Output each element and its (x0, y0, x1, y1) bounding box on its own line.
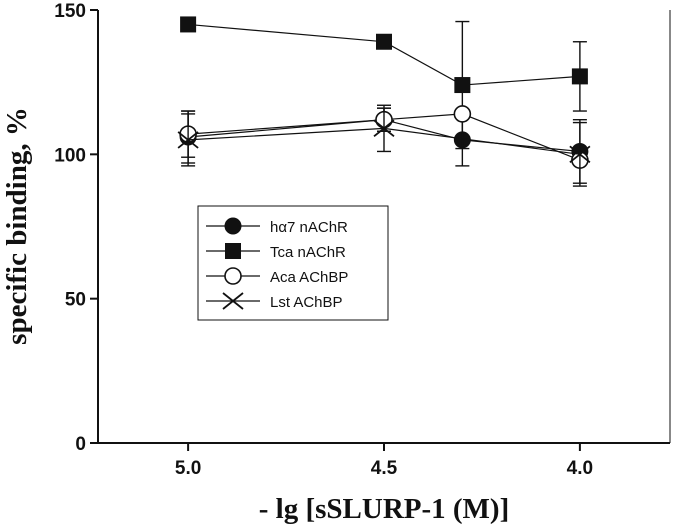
data-point (453, 105, 472, 123)
y-axis-title: specific binding, % (1, 107, 33, 345)
legend: hα7 nAChR Tca nAChR Aca AChBP Lst AChBP (197, 205, 389, 321)
marker-shape (177, 131, 199, 149)
x-tick-label: 4.0 (567, 458, 593, 479)
series-line (188, 119, 580, 153)
series-layer (177, 16, 591, 187)
data-point (571, 68, 588, 85)
marker-shape (180, 16, 197, 33)
legend-entry: Lst AChBP (206, 292, 343, 311)
x-tick-label: 5.0 (175, 458, 201, 479)
marker-shape (225, 243, 241, 259)
series-3 (177, 104, 591, 187)
data-point (569, 145, 591, 164)
legend-entry: hα7 nAChR (206, 217, 348, 236)
marker-shape (224, 267, 242, 285)
data-point (373, 119, 395, 138)
x-axis-title: - lg [sSLURP-1 (M)] (259, 493, 509, 525)
y-tick-label: 100 (54, 145, 86, 166)
series-line (188, 23, 580, 86)
marker-shape (454, 77, 471, 94)
y-tick-label: 150 (54, 1, 86, 22)
legend-entry: Tca nAChR (206, 243, 346, 261)
legend-label: Lst AChBP (270, 294, 343, 311)
marker-shape (453, 105, 472, 123)
legend-marker (224, 217, 242, 235)
marker-shape (373, 119, 395, 138)
legend-marker (222, 292, 244, 310)
series-1 (180, 16, 588, 150)
legend-label: Aca AChBP (270, 269, 348, 286)
legend-entry: Aca AChBP (206, 267, 348, 286)
marker-shape (222, 292, 244, 310)
y-tick-label: 50 (65, 290, 86, 311)
data-point (376, 33, 392, 50)
legend-marker (224, 267, 242, 285)
legend-label: hα7 nAChR (270, 219, 348, 236)
marker-shape (569, 145, 591, 164)
y-tick-label: 0 (75, 434, 86, 455)
data-point (454, 77, 471, 94)
data-point (177, 131, 199, 149)
series-line (188, 113, 581, 161)
ticks: 0 50 100 150 5.0 4.5 4.0 (54, 1, 593, 479)
marker-shape (376, 33, 392, 50)
data-point (180, 16, 197, 33)
legend-marker (225, 243, 241, 259)
legend-label: Tca nAChR (270, 244, 346, 261)
marker-shape (224, 217, 242, 235)
marker-shape (571, 68, 588, 85)
x-tick-label: 4.5 (371, 458, 398, 479)
